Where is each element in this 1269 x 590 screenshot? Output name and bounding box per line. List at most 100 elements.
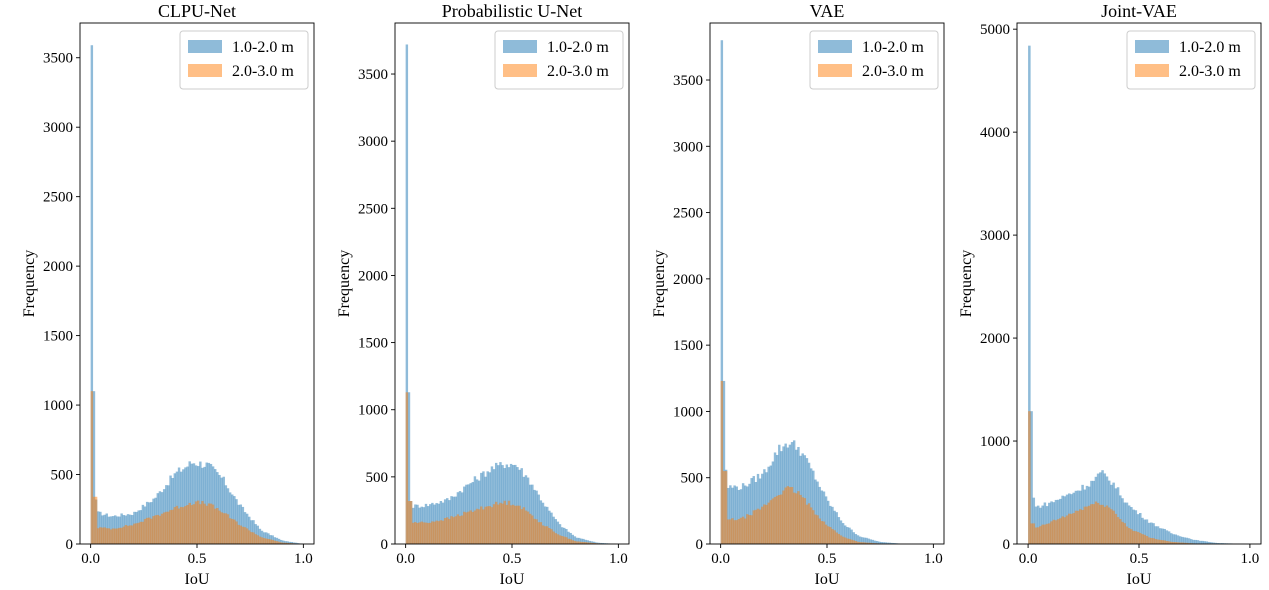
legend: 1.0-2.0 m 2.0-3.0 m <box>179 30 309 90</box>
histogram-bar <box>750 478 753 544</box>
histogram-bar <box>1194 539 1197 544</box>
y-tick-label: 3500 <box>358 67 388 83</box>
histogram-bar <box>839 535 843 544</box>
histogram-bar <box>1127 505 1131 544</box>
histogram-bar <box>1076 510 1080 544</box>
histogram-bar <box>507 500 511 544</box>
histogram-bar <box>590 541 594 544</box>
histogram-bar <box>94 496 98 544</box>
histogram-bar <box>563 527 566 544</box>
histogram-bar <box>1048 523 1051 544</box>
histogram-bar <box>752 510 755 544</box>
histogram-bar <box>1145 535 1149 544</box>
histogram-bar <box>1187 538 1191 544</box>
y-tick-label: 3000 <box>43 120 73 136</box>
histogram-bar <box>792 492 796 544</box>
histogram-bar <box>588 542 592 544</box>
histogram-bar <box>850 539 853 544</box>
histogram-bar <box>807 503 811 544</box>
histogram-series <box>90 391 304 544</box>
histogram-bar <box>1214 542 1217 544</box>
histogram-bar <box>1143 534 1146 544</box>
histogram-bar <box>1079 509 1082 544</box>
histogram-bar <box>790 487 794 544</box>
histogram-bar <box>190 505 194 544</box>
histogram-bar <box>809 507 813 544</box>
histogram-bar <box>841 523 845 544</box>
y-tick-label: 1500 <box>358 336 388 352</box>
histogram-bar <box>805 458 809 544</box>
x-axis-label: IoU <box>815 571 840 588</box>
histogram-bar <box>486 506 489 544</box>
histogram-bar <box>243 527 247 544</box>
histogram-bar <box>1192 539 1195 544</box>
histogram-bar <box>1121 521 1124 544</box>
histogram-bar <box>586 542 589 544</box>
histogram-bar <box>518 505 521 544</box>
histogram-bar <box>1145 519 1149 544</box>
histogram-bar <box>1094 501 1098 544</box>
histogram-bar <box>505 464 509 544</box>
histogram-bar <box>584 539 587 544</box>
histogram-bar <box>820 521 824 544</box>
histogram-bar <box>1183 537 1186 544</box>
histogram-bar <box>188 502 191 544</box>
histogram-bar <box>1165 530 1169 544</box>
histogram-bar <box>435 520 438 544</box>
histogram-bar <box>1112 510 1115 544</box>
histogram-bar <box>775 495 779 544</box>
histogram-bar <box>520 509 523 544</box>
histogram-bar <box>1107 507 1111 544</box>
histogram-bar <box>1172 534 1175 544</box>
histogram-bar <box>837 517 841 544</box>
histogram-series <box>1028 45 1251 544</box>
histogram-bar <box>1068 513 1071 544</box>
histogram-bar <box>1085 506 1089 544</box>
histogram-bar <box>239 504 242 544</box>
histogram-bar <box>778 444 781 544</box>
histogram-bar <box>226 514 230 544</box>
histogram-bar <box>211 504 215 544</box>
histogram-bar <box>254 534 257 544</box>
histogram-bar <box>873 540 877 544</box>
plot-area <box>1028 45 1251 544</box>
histogram-bar <box>1147 522 1151 544</box>
histogram-bar <box>282 540 285 544</box>
chart-title: Joint-VAE <box>1101 1 1177 21</box>
histogram-bar <box>1154 526 1158 544</box>
histogram-bar <box>1205 541 1209 544</box>
legend-label: 2.0-3.0 m <box>232 63 294 80</box>
histogram-bar <box>516 505 519 544</box>
histogram-bar <box>1127 528 1131 544</box>
histogram-bar <box>831 529 834 544</box>
y-tick-label: 3000 <box>980 228 1010 244</box>
histogram-bar <box>126 525 130 544</box>
y-tick-label: 2500 <box>673 206 703 222</box>
histogram-bar <box>109 529 113 544</box>
legend-swatch <box>188 64 222 77</box>
histogram-bar <box>582 538 585 544</box>
histogram-bar <box>416 523 419 544</box>
x-tick-label: 0.5 <box>1130 551 1149 567</box>
histogram-bar <box>795 493 798 544</box>
histogram-bar <box>773 496 777 544</box>
y-tick-label: 1000 <box>358 403 388 419</box>
histogram-bar <box>856 541 860 544</box>
histogram-bar <box>1190 539 1193 544</box>
histogram-bar <box>92 391 96 544</box>
histogram-bar <box>471 511 475 544</box>
histogram-bar <box>833 510 836 544</box>
axes-frame <box>709 22 945 545</box>
histogram-bar <box>1110 509 1113 544</box>
histogram-bar <box>575 537 579 544</box>
histogram-bar <box>844 525 847 544</box>
histogram-bar <box>111 528 115 544</box>
histogram-bar <box>1061 516 1064 544</box>
legend-label: 2.0-3.0 m <box>862 63 924 80</box>
histogram-bar <box>858 542 862 544</box>
histogram-bar <box>1185 537 1189 544</box>
histogram-bar <box>1134 510 1138 544</box>
histogram-bar <box>535 490 538 544</box>
legend-swatch <box>503 40 537 53</box>
y-tick-label: 2500 <box>43 190 73 206</box>
